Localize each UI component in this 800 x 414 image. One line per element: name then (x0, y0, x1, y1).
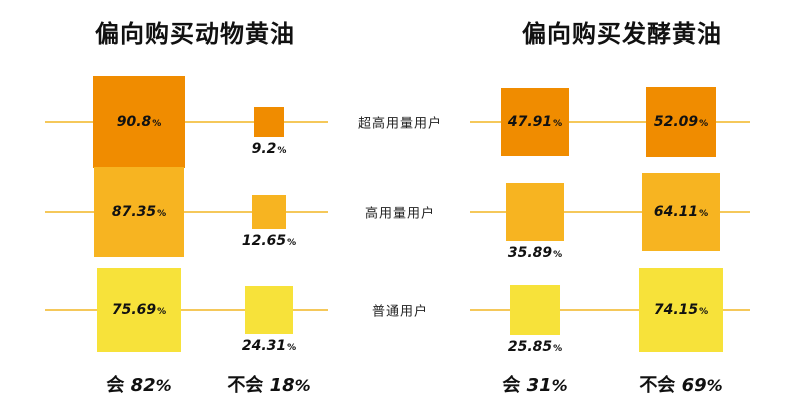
data-label-number: 52.09 (653, 114, 699, 130)
value-square (96, 267, 182, 353)
data-label: 35.89% (508, 245, 562, 261)
data-label: 25.85% (508, 339, 562, 355)
data-label: 74.15% (654, 302, 708, 318)
total-label: 会 82% (106, 371, 171, 397)
data-label: 87.35% (112, 204, 166, 220)
row-guide-line (470, 309, 750, 311)
right-chart-title: 偏向购买发酵黄油 (522, 20, 722, 48)
percent-sign: % (699, 209, 709, 219)
data-label-number: 74.15 (653, 302, 699, 318)
value-square (505, 182, 565, 242)
left-chart-title: 偏向购买动物黄油 (95, 20, 295, 48)
percent-sign: % (553, 250, 563, 261)
total-label: 不会 69% (639, 371, 722, 397)
data-label-number: 64.11 (653, 204, 699, 220)
total-value: 82 (130, 375, 156, 396)
data-label: 64.11% (654, 204, 708, 220)
data-label-number: 35.89 (507, 245, 553, 262)
total-value: 31 (526, 375, 552, 396)
total-label: 不会 18% (227, 371, 310, 397)
value-square (639, 268, 723, 352)
percent-sign: % (699, 119, 709, 129)
data-label: 52.09% (654, 114, 708, 130)
row-guide-line (45, 211, 328, 213)
total-category: 不会 (639, 375, 676, 396)
data-label: 47.91% (508, 114, 562, 130)
value-square (510, 285, 560, 335)
data-label-number: 9.2 (251, 140, 277, 157)
row-label: 普通用户 (371, 304, 429, 320)
percent-sign: % (706, 376, 723, 395)
percent-sign: % (277, 145, 287, 156)
data-label-number: 90.8 (116, 114, 152, 130)
value-square (92, 75, 186, 169)
row-label: 高用量用户 (364, 206, 436, 222)
value-square (251, 194, 287, 230)
total-label: 会 31% (502, 371, 567, 397)
percent-sign: % (551, 376, 568, 395)
total-category: 会 (106, 375, 125, 396)
percent-sign: % (155, 376, 172, 395)
row-label: 超高用量用户 (357, 116, 443, 132)
value-square (93, 166, 185, 258)
total-category: 不会 (227, 375, 264, 396)
percent-sign: % (152, 119, 162, 129)
row-guide-line (470, 211, 750, 213)
value-square (245, 286, 293, 334)
row-guide-line (45, 121, 328, 123)
value-square (642, 173, 720, 251)
percent-sign: % (553, 343, 563, 354)
percent-sign: % (157, 209, 167, 219)
data-label: 90.8% (117, 114, 162, 130)
data-label: 9.2% (252, 141, 287, 157)
total-value: 69 (681, 375, 707, 396)
percent-sign: % (287, 342, 297, 353)
percent-sign: % (157, 307, 167, 317)
data-label: 24.31% (242, 338, 296, 354)
percent-sign: % (294, 376, 311, 395)
data-label-number: 47.91 (507, 114, 553, 130)
data-label-number: 24.31 (241, 337, 287, 354)
total-value: 18 (269, 375, 295, 396)
data-label-number: 75.69 (111, 302, 157, 318)
data-label-number: 25.85 (507, 338, 553, 355)
data-label-number: 87.35 (111, 204, 157, 220)
row-guide-line (470, 121, 750, 123)
data-label: 12.65% (242, 233, 296, 249)
percent-sign: % (699, 307, 709, 317)
value-square (645, 86, 716, 157)
value-square (254, 107, 284, 137)
value-square (501, 88, 569, 156)
total-category: 会 (502, 375, 521, 396)
data-label-number: 12.65 (241, 233, 287, 250)
percent-sign: % (553, 119, 563, 129)
row-guide-line (45, 309, 328, 311)
data-label: 75.69% (112, 302, 166, 318)
percent-sign: % (287, 238, 297, 249)
